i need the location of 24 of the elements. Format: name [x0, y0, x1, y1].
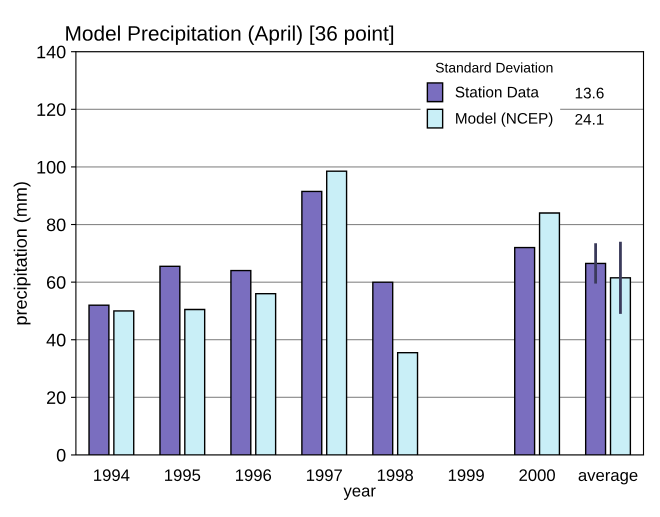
x-axis-title: year — [344, 487, 376, 500]
legend-label: Station Data — [456, 86, 539, 98]
x-tick-label: 1999 — [448, 469, 484, 482]
chart-title: Model Precipitation (April) [36 point] — [66, 25, 394, 45]
x-tick-label: average — [578, 472, 638, 484]
y-tick-label: 20 — [47, 391, 66, 404]
legend-title: Standard Deviation — [436, 62, 552, 73]
x-tick-label: 2000 — [519, 469, 555, 482]
y-tick-label: 40 — [46, 334, 66, 346]
x-tick-label: 1998 — [378, 469, 413, 482]
y-tick-label: 100 — [37, 160, 66, 174]
y-tick-label: 140 — [37, 46, 66, 58]
legend-label: Model (NCEP) — [456, 112, 552, 127]
annotation: 13.6 — [576, 88, 604, 98]
y-tick-label: 0 — [56, 448, 66, 462]
x-tick-label: 1995 — [165, 469, 200, 482]
x-tick-label: 1994 — [94, 469, 130, 482]
x-tick-label: 1997 — [306, 469, 342, 482]
y-axis-title: precipitation (mm) — [14, 182, 30, 324]
y-tick-label: 120 — [37, 103, 66, 116]
annotation: 24.1 — [575, 114, 604, 125]
y-tick-label: 60 — [47, 276, 66, 289]
x-tick-label: 1996 — [236, 469, 272, 482]
y-tick-label: 80 — [46, 218, 66, 232]
